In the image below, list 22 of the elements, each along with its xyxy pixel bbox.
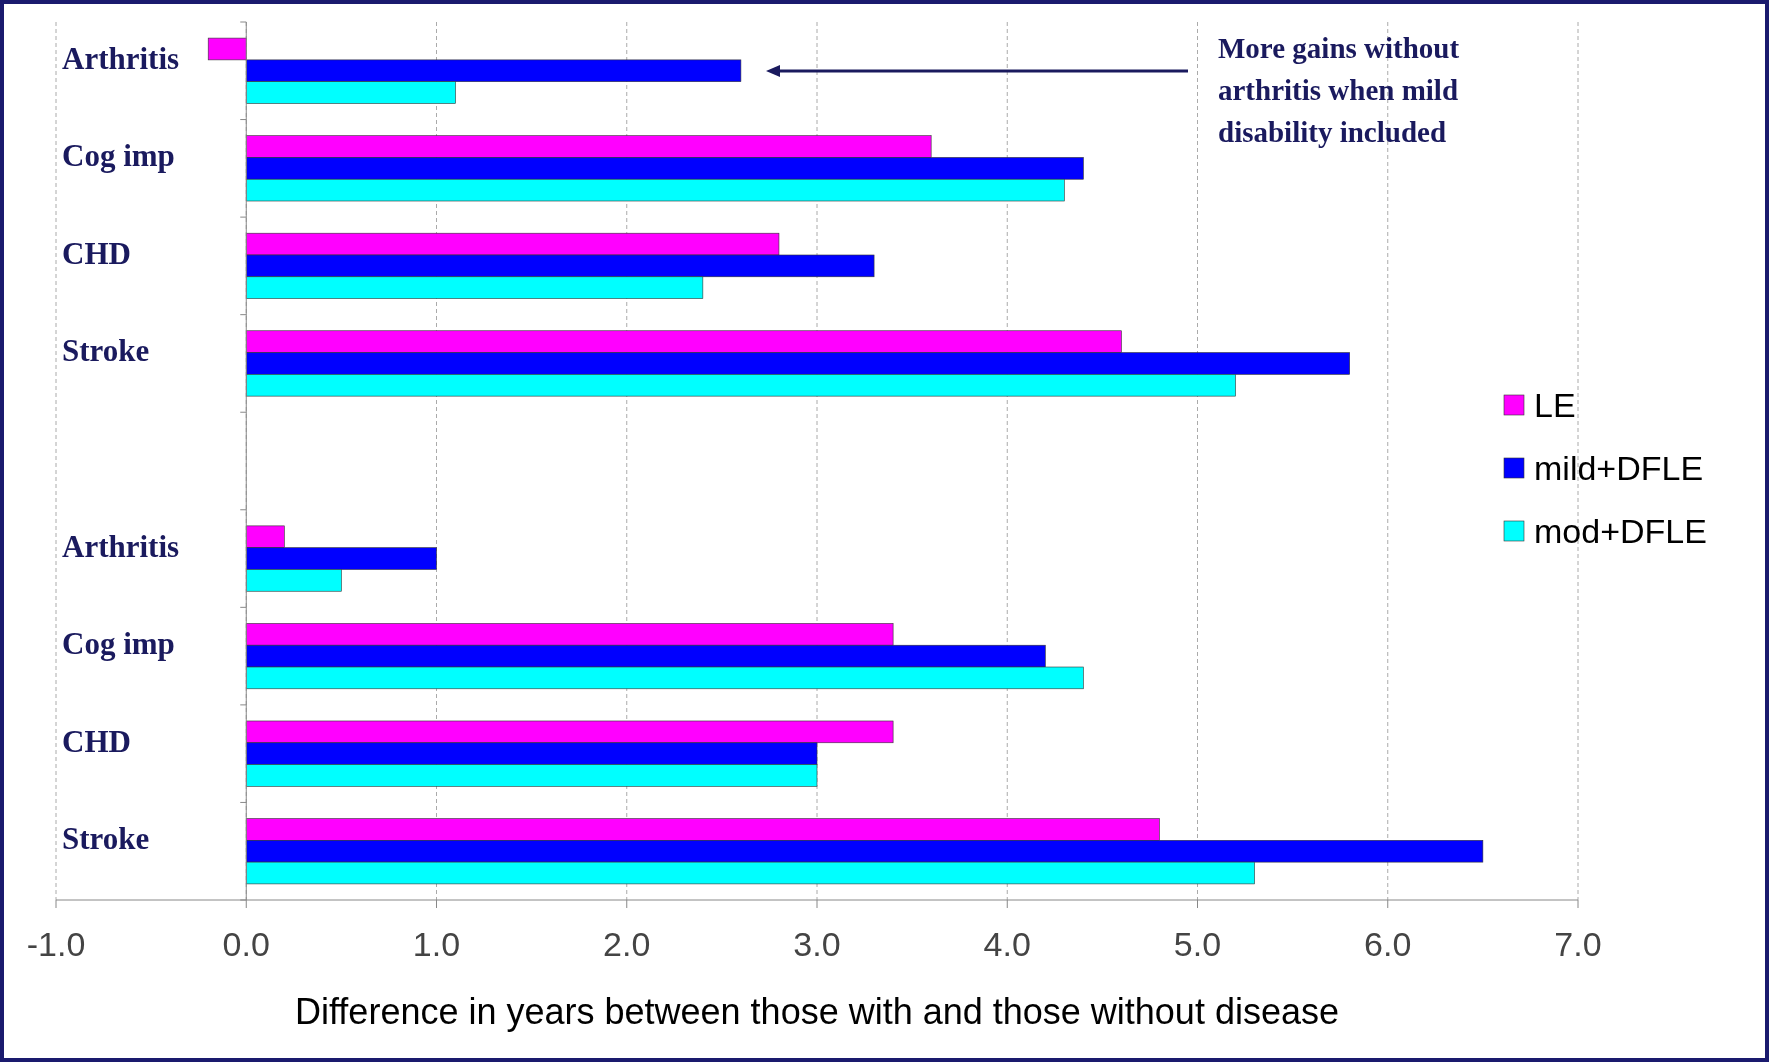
- x-tick-label: 0.0: [222, 925, 270, 963]
- x-axis-title: Difference in years between those with and those without disease: [295, 991, 1339, 1032]
- y-tick-label: Stroke: [62, 821, 150, 857]
- x-tick-label: 1.0: [412, 925, 461, 963]
- y-tick-label: Arthritis: [62, 40, 180, 76]
- x-tick-label: 6.0: [1364, 925, 1412, 963]
- y-tick-label: Arthritis: [62, 528, 180, 564]
- x-tick-label: 3.0: [793, 925, 841, 963]
- legend-label: mod+DFLE: [1534, 512, 1707, 550]
- x-tick-label: 2.0: [603, 925, 651, 963]
- x-tick-label: -1.0: [26, 925, 86, 963]
- y-tick-label: CHD: [62, 235, 131, 271]
- y-tick-label: Cog imp: [62, 138, 175, 174]
- y-tick-label: CHD: [62, 723, 131, 759]
- annotation: More gains without arthritis when mild disability included: [1218, 32, 1460, 148]
- y-tick-label: Cog imp: [62, 626, 175, 662]
- x-tick-label: 4.0: [983, 925, 1031, 963]
- legend-label: LE: [1534, 386, 1576, 424]
- legend-label: mild+DFLE: [1534, 449, 1704, 487]
- x-tick-label: 7.0: [1554, 925, 1602, 963]
- y-tick-label: Stroke: [62, 333, 150, 369]
- x-tick-label: 5.0: [1173, 925, 1222, 963]
